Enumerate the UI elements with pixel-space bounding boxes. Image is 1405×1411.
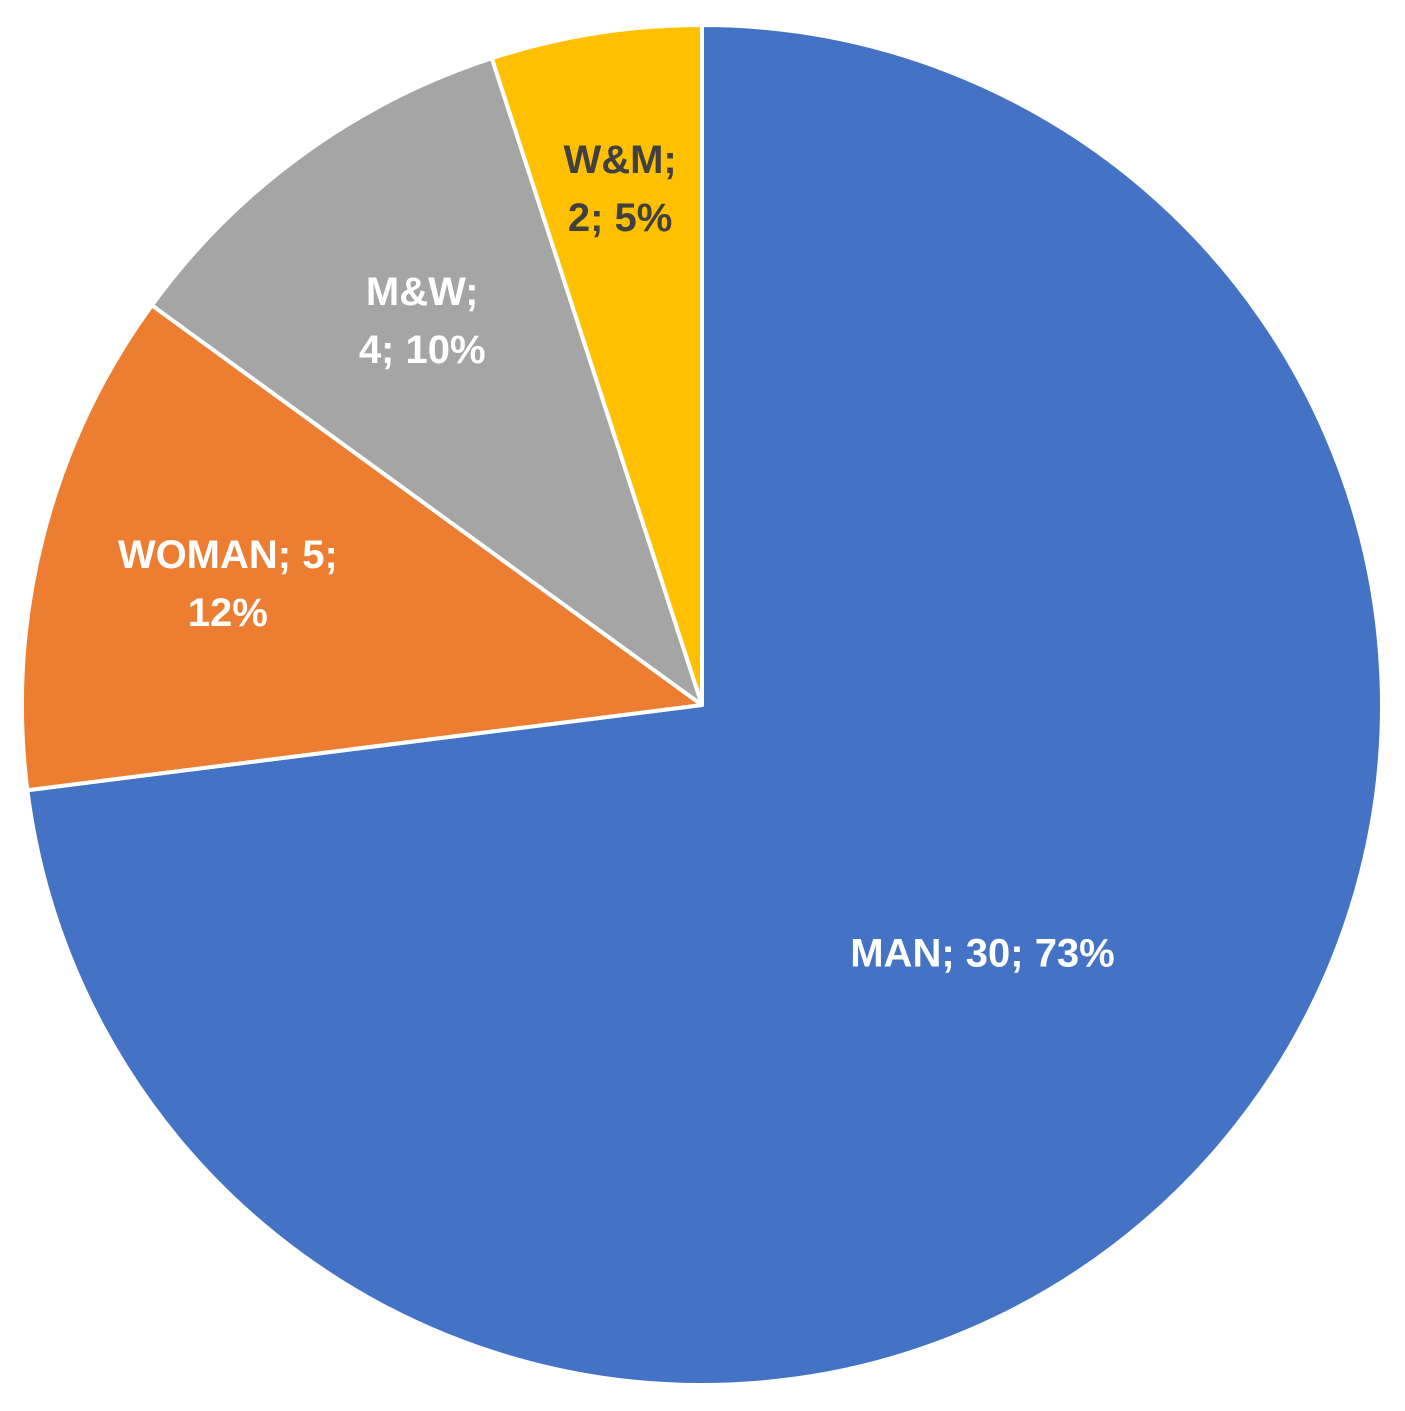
data-label-line: W&M; [563, 138, 676, 182]
data-label-line: WOMAN; 5; [118, 533, 338, 577]
data-label-m-w: M&W; 4; 10% [359, 270, 486, 372]
data-label-line: MAN; 30; 73% [850, 931, 1115, 975]
pie-slice-w-m [489, 23, 704, 707]
data-label-line: 2; 5% [568, 196, 673, 240]
pie-slice-man [25, 23, 1384, 1387]
pie-slices [19, 23, 1384, 1387]
pie-slice-m-w [149, 56, 704, 707]
data-label-line: 4; 10% [359, 328, 486, 372]
data-label-woman: WOMAN; 5; 12% [118, 533, 338, 635]
data-label-line: 12% [188, 591, 268, 635]
data-label-man: MAN; 30; 73% [850, 931, 1115, 975]
pie-data-labels: MAN; 30; 73% WOMAN; 5; 12% M&W; 4; 10% W&M; 2;… [118, 138, 1115, 975]
pie-slice-woman [19, 303, 704, 793]
data-label-w-m: W&M; 2; 5% [563, 138, 676, 240]
data-label-line: M&W; [366, 270, 479, 314]
